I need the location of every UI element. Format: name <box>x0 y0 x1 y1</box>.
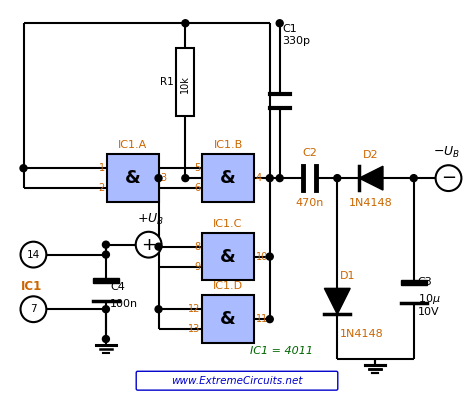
Text: 10$\mu$: 10$\mu$ <box>418 292 440 306</box>
Text: 7: 7 <box>30 304 37 314</box>
Circle shape <box>266 253 273 260</box>
Text: 470n: 470n <box>295 198 324 208</box>
Bar <box>176 48 194 116</box>
Text: 1: 1 <box>99 163 105 173</box>
Text: 100n: 100n <box>110 299 138 309</box>
Text: $+U_B$: $+U_B$ <box>137 212 164 227</box>
Bar <box>202 154 254 202</box>
Bar <box>107 154 158 202</box>
Text: 10k: 10k <box>180 75 190 93</box>
Circle shape <box>182 175 189 182</box>
Text: IC1: IC1 <box>21 280 42 293</box>
Polygon shape <box>359 166 383 190</box>
Text: &: & <box>220 248 236 266</box>
Text: 1N4148: 1N4148 <box>349 198 393 208</box>
Circle shape <box>266 175 273 182</box>
Circle shape <box>334 175 341 182</box>
Text: 8: 8 <box>194 242 200 251</box>
Text: IC1 = 4011: IC1 = 4011 <box>250 346 313 356</box>
Text: 1N4148: 1N4148 <box>340 329 384 339</box>
Polygon shape <box>324 288 350 314</box>
Polygon shape <box>401 280 427 286</box>
Text: 14: 14 <box>27 249 40 260</box>
Text: R1: R1 <box>160 77 174 87</box>
Text: 11: 11 <box>256 314 268 324</box>
Text: C1: C1 <box>283 24 298 34</box>
Text: 12: 12 <box>188 304 200 314</box>
Circle shape <box>103 241 109 248</box>
Circle shape <box>276 175 283 182</box>
Text: &: & <box>220 310 236 328</box>
Text: D2: D2 <box>363 150 379 160</box>
Text: &: & <box>125 169 140 187</box>
Text: C2: C2 <box>302 148 317 158</box>
Circle shape <box>276 20 283 27</box>
Circle shape <box>410 175 417 182</box>
Text: www.ExtremeCircuits.net: www.ExtremeCircuits.net <box>171 376 303 386</box>
Polygon shape <box>93 278 119 283</box>
Text: C3: C3 <box>418 278 432 287</box>
Circle shape <box>20 165 27 172</box>
Text: 13: 13 <box>188 324 200 334</box>
Text: 4: 4 <box>256 173 262 183</box>
Circle shape <box>20 242 46 268</box>
Circle shape <box>155 243 162 250</box>
Circle shape <box>155 306 162 313</box>
Text: 3: 3 <box>160 173 166 183</box>
Text: IC1.C: IC1.C <box>213 219 243 229</box>
Text: 6: 6 <box>194 183 200 193</box>
Bar <box>202 295 254 343</box>
Circle shape <box>182 20 189 27</box>
Text: IC1.D: IC1.D <box>213 281 243 291</box>
Text: D1: D1 <box>340 271 356 282</box>
Text: 2: 2 <box>99 183 105 193</box>
Bar <box>202 233 254 280</box>
Circle shape <box>136 232 162 257</box>
Text: 10: 10 <box>256 251 268 262</box>
Text: 10V: 10V <box>418 307 439 317</box>
Text: &: & <box>220 169 236 187</box>
Text: 9: 9 <box>194 261 200 272</box>
Circle shape <box>103 306 109 313</box>
Text: +: + <box>141 236 156 254</box>
Circle shape <box>20 296 46 322</box>
Circle shape <box>155 175 162 182</box>
Circle shape <box>436 165 461 191</box>
Text: −: − <box>441 169 456 187</box>
Circle shape <box>103 335 109 343</box>
FancyBboxPatch shape <box>136 371 338 390</box>
Text: $-U_B$: $-U_B$ <box>433 145 460 160</box>
Text: IC1.A: IC1.A <box>118 140 148 150</box>
Text: 330p: 330p <box>283 36 311 46</box>
Circle shape <box>266 316 273 323</box>
Text: 5: 5 <box>194 163 200 173</box>
Text: C4: C4 <box>110 282 125 292</box>
Text: IC1.B: IC1.B <box>213 140 243 150</box>
Circle shape <box>103 251 109 258</box>
